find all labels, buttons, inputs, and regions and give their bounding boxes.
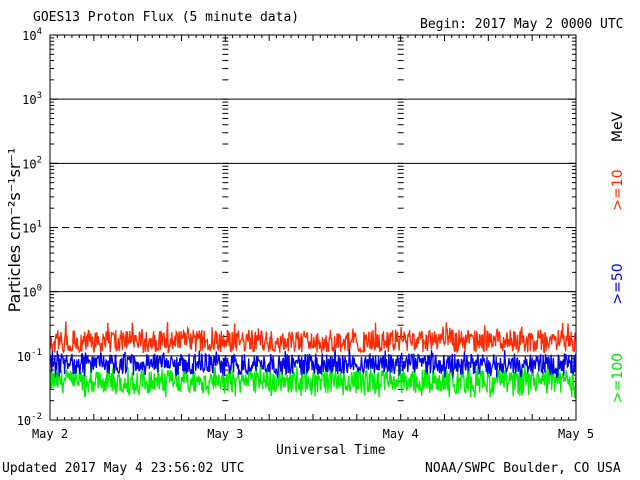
ytick-label: 10-2: [17, 412, 42, 428]
chart-title: GOES13 Proton Flux (5 minute data): [33, 10, 300, 25]
x-axis-label: Universal Time: [276, 443, 386, 458]
legend-p50: >=50: [610, 263, 626, 304]
xtick-labels: May 2 May 3 May 4 May 5: [32, 427, 594, 441]
ytick-label: 101: [22, 220, 42, 236]
legend-p100: >=100: [610, 353, 626, 403]
series-line: [49, 321, 577, 355]
ytick-label: 10-1: [17, 348, 42, 364]
ytick-label: 100: [22, 284, 42, 300]
series-line: [49, 348, 577, 378]
y-axis-label: Particles cm⁻²s⁻¹sr⁻¹: [5, 148, 24, 313]
xtick-label: May 4: [383, 427, 419, 441]
ytick-labels: 10-2 10-1 100 101 102 103 104: [17, 27, 42, 428]
xtick-label: May 3: [207, 427, 243, 441]
credit-text: NOAA/SWPC Boulder, CO USA: [425, 461, 621, 476]
ytick-label: 102: [22, 155, 42, 171]
series-line: [49, 364, 577, 399]
begin-time: Begin: 2017 May 2 0000 UTC: [420, 17, 624, 32]
ytick-label: 103: [22, 91, 42, 107]
grid-layer: [50, 98, 576, 357]
plot-frame: [49, 34, 577, 421]
series-layer: [49, 321, 577, 399]
xtick-label: May 2: [32, 427, 68, 441]
updated-timestamp: Updated 2017 May 4 23:56:02 UTC: [2, 461, 245, 476]
ytick-label: 104: [22, 27, 42, 43]
legend: MeV >=10 >=50 >=100: [610, 111, 626, 403]
xtick-label: May 5: [558, 427, 594, 441]
legend-p10: >=10: [610, 169, 626, 210]
legend-mev: MeV: [610, 111, 626, 142]
